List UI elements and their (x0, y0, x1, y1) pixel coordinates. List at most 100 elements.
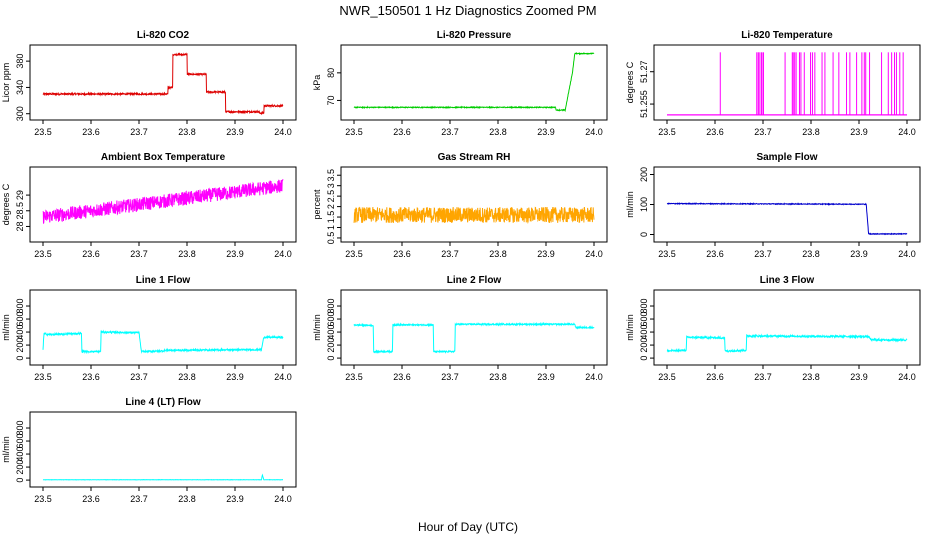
panels: Li-820 CO2 Licor ppm 23.5 23.6 23.7 23.8 23.9 2… (1, 30, 921, 504)
x-tick-label: 23.9 (850, 249, 868, 259)
x-tick-label: 23.9 (850, 127, 868, 137)
x-tick-label: 23.7 (754, 372, 772, 382)
panel-title: Ambient Box Temperature (101, 152, 226, 163)
y-tick-label: 300 (15, 106, 25, 121)
y-tick-label: 200 (15, 338, 25, 353)
x-tick-label: 24.0 (274, 127, 292, 137)
x-tick-label: 23.8 (178, 127, 196, 137)
y-axis-label: degrees C (1, 183, 11, 225)
x-tick-label: 24.0 (585, 127, 603, 137)
y-tick-label: 0 (639, 232, 649, 237)
x-tick-label: 23.5 (34, 372, 52, 382)
x-tick-label: 24.0 (274, 249, 292, 259)
panel-1: Li-820 Pressure kPa 23.5 23.6 23.7 23.8 23.9 24… (312, 30, 608, 137)
panel-title: Li-820 CO2 (137, 30, 190, 41)
y-tick-label: 70 (326, 95, 336, 105)
plot-frame (340, 289, 608, 366)
data-line (42, 179, 284, 224)
y-tick-label: 80 (326, 68, 336, 78)
plot-frame (29, 411, 297, 488)
y-axis-label: Licor ppm (1, 63, 11, 103)
y-tick-label: 800 (15, 421, 25, 436)
x-tick-label: 23.6 (706, 372, 724, 382)
x-tick-label: 23.8 (802, 249, 820, 259)
y-axis-label: degrees C (625, 61, 635, 103)
data-line (666, 201, 908, 236)
y-tick-label: 2.5 (326, 190, 336, 203)
panel-2: Li-820 Temperature degrees C 23.5 23.6 23.7 2… (625, 30, 921, 137)
x-tick-label: 24.0 (898, 249, 916, 259)
x-tick-label: 23.8 (489, 127, 507, 137)
x-tick-label: 23.7 (441, 372, 459, 382)
y-tick-label: 400 (15, 325, 25, 340)
x-tick-label: 23.5 (345, 249, 363, 259)
panel-7: Line 2 Flow ml/min 23.5 23.6 23.7 23.8 23.9 24.… (312, 275, 608, 382)
y-tick-label: 600 (326, 312, 336, 327)
y-tick-label: 0 (639, 356, 649, 361)
x-tick-label: 24.0 (585, 372, 603, 382)
y-tick-label: 3.5 (326, 169, 336, 182)
panel-title: Line 2 Flow (447, 275, 502, 286)
data-line (353, 51, 595, 113)
x-tick-label: 24.0 (585, 249, 603, 259)
x-tick-label: 23.5 (345, 127, 363, 137)
y-axis-label: kPa (312, 75, 322, 91)
x-tick-label: 23.6 (706, 127, 724, 137)
y-tick-label: 0 (15, 478, 25, 483)
x-tick-label: 23.7 (130, 372, 148, 382)
y-tick-label: 600 (15, 434, 25, 449)
y-axis-label: ml/min (312, 314, 322, 341)
panel-9: Line 4 (LT) Flow ml/min 23.5 23.6 23.7 23.8 23… (1, 397, 297, 504)
data-line (42, 473, 283, 481)
y-tick-label: 200 (639, 338, 649, 353)
x-tick-label: 23.6 (393, 372, 411, 382)
panel-8: Line 3 Flow ml/min 23.5 23.6 23.7 23.8 23.9 24.… (625, 275, 921, 382)
y-axis-label: percent (312, 189, 322, 220)
y-tick-label: 29 (15, 190, 25, 200)
x-tick-label: 24.0 (898, 127, 916, 137)
x-tick-label: 24.0 (898, 372, 916, 382)
panel-title: Li-820 Temperature (741, 30, 833, 41)
panel-title: Li-820 Pressure (437, 30, 512, 41)
plot-frame (29, 289, 297, 366)
plot-frame (340, 166, 608, 243)
x-tick-label: 23.6 (393, 249, 411, 259)
x-tick-label: 23.7 (441, 127, 459, 137)
x-tick-label: 23.7 (754, 249, 772, 259)
y-tick-label: 200 (15, 460, 25, 475)
plot-frame (653, 289, 921, 366)
x-tick-label: 23.9 (537, 127, 555, 137)
x-tick-label: 23.9 (226, 494, 244, 504)
panel-title: Line 1 Flow (136, 275, 191, 286)
y-tick-label: 200 (639, 167, 649, 182)
y-tick-label: 800 (15, 299, 25, 314)
y-axis-label: ml/min (625, 191, 635, 218)
y-axis-label: ml/min (1, 436, 11, 463)
figure-title: NWR_150501 1 Hz Diagnostics Zoomed PM (339, 3, 596, 18)
y-tick-label: 400 (15, 447, 25, 462)
x-tick-label: 23.7 (754, 127, 772, 137)
panel-3: Ambient Box Temperature degrees C 23.5 23.6… (1, 152, 297, 259)
x-tick-label: 23.5 (658, 127, 676, 137)
x-tick-label: 23.8 (178, 494, 196, 504)
x-tick-label: 23.9 (537, 372, 555, 382)
x-tick-label: 23.8 (178, 249, 196, 259)
y-tick-label: 51.255 (639, 90, 649, 118)
x-tick-label: 23.9 (226, 127, 244, 137)
plot-frame (29, 166, 297, 243)
x-tick-label: 23.9 (537, 249, 555, 259)
panel-title: Sample Flow (756, 152, 817, 163)
x-tick-label: 23.5 (34, 494, 52, 504)
x-tick-label: 23.5 (658, 372, 676, 382)
x-tick-label: 24.0 (274, 372, 292, 382)
x-tick-label: 23.6 (82, 249, 100, 259)
x-tick-label: 23.8 (178, 372, 196, 382)
y-tick-label: 600 (15, 312, 25, 327)
panel-title: Gas Stream RH (438, 152, 511, 163)
plot-frame (340, 44, 608, 121)
y-tick-label: 51.27 (639, 60, 649, 83)
panel-5: Sample Flow ml/min 23.5 23.6 23.7 23.8 23.9 24.… (625, 152, 921, 259)
data-line (353, 206, 595, 224)
panel-0: Li-820 CO2 Licor ppm 23.5 23.6 23.7 23.8 23.9 2… (1, 30, 297, 137)
